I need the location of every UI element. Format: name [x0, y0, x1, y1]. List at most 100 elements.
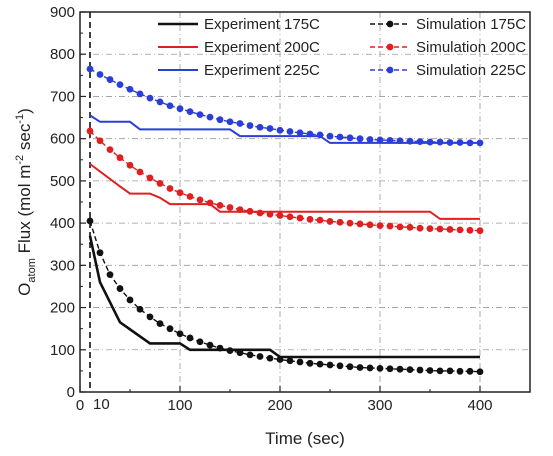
- x-tick-label: 400: [467, 397, 492, 414]
- legend-marker-simulation-225c: [386, 66, 394, 74]
- series-point-simulation-225c: [456, 139, 464, 146]
- series-point-simulation-200c: [136, 168, 144, 176]
- y-tick-label: 100: [50, 342, 75, 359]
- y-axis-title-mid2: sec: [15, 123, 34, 155]
- series-point-simulation-200c: [166, 185, 174, 192]
- series-point-simulation-175c: [356, 364, 364, 371]
- series-line-simulation-200c: [89, 130, 481, 232]
- series-point-simulation-225c: [426, 138, 434, 146]
- series-point-simulation-225c: [436, 138, 444, 146]
- y-axis-title-end: ): [15, 108, 34, 114]
- y-tick-label: 700: [50, 88, 75, 105]
- series-point-simulation-225c: [196, 111, 204, 118]
- series-point-simulation-200c: [436, 225, 444, 233]
- series-point-simulation-200c: [196, 196, 204, 204]
- series-point-simulation-175c: [276, 356, 284, 363]
- series-point-simulation-225c: [366, 136, 374, 143]
- legend: Experiment 175C Experiment 200C Experiment…: [158, 16, 526, 79]
- series-point-simulation-175c: [226, 347, 234, 355]
- series-point-simulation-175c: [256, 353, 264, 360]
- series-point-simulation-175c: [436, 367, 444, 375]
- y-axis-title-subscript: atom: [26, 258, 38, 282]
- series-point-simulation-225c: [326, 132, 334, 140]
- series-point-simulation-175c: [146, 313, 154, 321]
- series-point-simulation-225c: [136, 90, 144, 98]
- series-point-simulation-225c: [146, 94, 154, 102]
- y-tick-label: 200: [50, 300, 75, 317]
- series-line-experiment-200c: [89, 163, 480, 220]
- x-tick-label: 100: [167, 397, 192, 414]
- series-point-simulation-200c: [146, 174, 154, 182]
- series-point-simulation-225c: [86, 65, 94, 73]
- series-point-simulation-175c: [266, 354, 274, 362]
- series-point-simulation-200c: [446, 226, 454, 233]
- series-point-simulation-175c: [156, 320, 164, 327]
- series-point-simulation-200c: [396, 223, 404, 231]
- series-point-simulation-175c: [246, 351, 254, 359]
- series-point-simulation-225c: [216, 116, 224, 124]
- series-point-simulation-200c: [336, 218, 344, 226]
- series-point-simulation-200c: [96, 137, 104, 145]
- series-point-simulation-175c: [386, 365, 394, 373]
- series-point-simulation-175c: [366, 364, 374, 372]
- series-point-simulation-200c: [476, 227, 484, 235]
- series-point-simulation-225c: [466, 139, 474, 147]
- series-line-experiment-225c: [89, 114, 480, 144]
- series-point-simulation-225c: [446, 139, 454, 146]
- y-axis-title: Oatom Flux (mol m-2 sec-1): [14, 108, 38, 296]
- series-point-simulation-175c: [316, 360, 324, 368]
- series-point-simulation-200c: [416, 224, 424, 232]
- series-point-simulation-225c: [296, 129, 304, 137]
- y-tick-label: 800: [50, 46, 75, 63]
- y-tick-label: 900: [50, 4, 75, 21]
- series-point-simulation-200c: [366, 221, 374, 229]
- y-axis-title-sup2: -1: [14, 114, 26, 124]
- legend-label-simulation-225c: Simulation 225C: [416, 62, 526, 79]
- series-point-simulation-200c: [326, 218, 334, 225]
- y-axis-title-o: O: [15, 283, 34, 296]
- series-point-simulation-200c: [176, 189, 184, 197]
- series-point-simulation-175c: [336, 362, 344, 370]
- series-point-simulation-200c: [216, 201, 224, 209]
- series-point-simulation-175c: [376, 364, 384, 372]
- series-point-simulation-175c: [306, 359, 314, 367]
- series-point-simulation-175c: [446, 367, 454, 375]
- series-point-simulation-175c: [126, 296, 134, 304]
- y-axis-title-mid: Flux (mol m: [15, 165, 34, 259]
- legend-label-experiment-175c: Experiment 175C: [204, 16, 320, 33]
- series-point-simulation-200c: [426, 225, 434, 233]
- series-point-simulation-175c: [216, 344, 224, 352]
- series-point-simulation-225c: [116, 81, 124, 89]
- series-point-simulation-175c: [86, 217, 94, 225]
- series-point-simulation-225c: [356, 135, 364, 143]
- legend-label-simulation-200c: Simulation 200C: [416, 39, 526, 56]
- series-line-simulation-175c: [89, 220, 481, 373]
- series-point-simulation-225c: [126, 85, 134, 93]
- y-tick-label: 500: [50, 173, 75, 190]
- series-point-simulation-175c: [206, 341, 214, 349]
- series-point-simulation-225c: [166, 102, 174, 110]
- series-point-simulation-175c: [186, 334, 194, 342]
- series-point-simulation-200c: [266, 210, 274, 218]
- y-tick-label: 600: [50, 131, 75, 148]
- series-line-simulation-225c: [89, 68, 480, 144]
- series-point-simulation-200c: [466, 226, 474, 234]
- series-point-simulation-200c: [346, 219, 354, 227]
- series-point-simulation-200c: [126, 161, 134, 169]
- y-axis-title-sup1: -2: [14, 155, 26, 165]
- series-point-simulation-175c: [196, 338, 204, 346]
- series-point-simulation-175c: [346, 363, 354, 371]
- series-point-simulation-225c: [236, 120, 244, 127]
- series-point-simulation-225c: [316, 131, 324, 139]
- y-tick-label: 300: [50, 257, 75, 274]
- series-point-simulation-175c: [236, 349, 244, 357]
- series-point-simulation-225c: [306, 130, 314, 138]
- x-axis-title: Time (sec): [265, 429, 345, 448]
- series-point-simulation-225c: [256, 123, 264, 131]
- series-point-simulation-225c: [476, 139, 484, 147]
- series-point-simulation-200c: [386, 222, 394, 230]
- series-point-simulation-225c: [226, 118, 234, 126]
- y-tick-label: 400: [50, 215, 75, 232]
- series-point-simulation-225c: [396, 137, 404, 145]
